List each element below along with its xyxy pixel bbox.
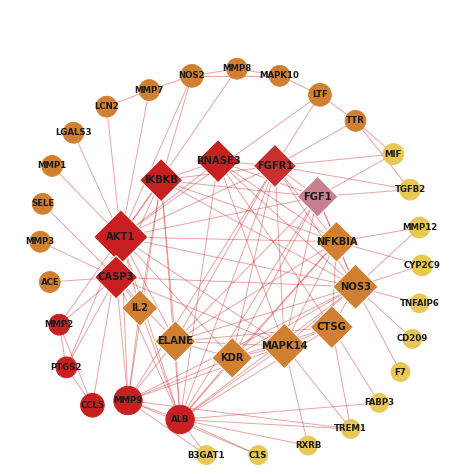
Text: CTSG: CTSG <box>317 322 347 332</box>
Polygon shape <box>253 144 297 188</box>
Text: NFKBIA: NFKBIA <box>316 237 357 247</box>
Text: FGF1: FGF1 <box>303 191 332 202</box>
Circle shape <box>309 83 331 106</box>
Text: MMP1: MMP1 <box>37 162 67 170</box>
Circle shape <box>383 144 404 164</box>
Circle shape <box>49 314 70 335</box>
Text: CASP3: CASP3 <box>98 272 135 283</box>
Text: PTGS2: PTGS2 <box>51 363 82 372</box>
Text: MMP12: MMP12 <box>402 223 437 232</box>
Circle shape <box>391 363 410 382</box>
Text: MMP9: MMP9 <box>113 396 143 405</box>
Polygon shape <box>93 210 148 264</box>
Text: IL2: IL2 <box>131 303 148 313</box>
Circle shape <box>114 386 142 415</box>
Text: FABP3: FABP3 <box>364 399 394 407</box>
Circle shape <box>96 96 117 117</box>
Text: IKBKB: IKBKB <box>144 175 178 185</box>
Polygon shape <box>139 158 183 202</box>
Text: SELE: SELE <box>31 200 54 208</box>
Polygon shape <box>94 255 138 299</box>
Text: ALB: ALB <box>171 415 190 424</box>
Text: KDR: KDR <box>220 353 244 363</box>
Polygon shape <box>122 290 158 326</box>
Polygon shape <box>316 221 357 262</box>
Text: CCL5: CCL5 <box>81 401 104 410</box>
Circle shape <box>139 80 160 100</box>
Polygon shape <box>196 139 240 183</box>
Circle shape <box>227 58 247 79</box>
Text: MMP3: MMP3 <box>26 237 55 246</box>
Circle shape <box>341 419 360 438</box>
Text: RNASE3: RNASE3 <box>196 156 240 166</box>
Circle shape <box>197 446 216 465</box>
Polygon shape <box>212 337 253 378</box>
Text: ACE: ACE <box>40 278 59 286</box>
Text: MIF: MIF <box>385 150 402 158</box>
Polygon shape <box>333 264 378 310</box>
Text: CD209: CD209 <box>397 335 428 343</box>
Circle shape <box>345 110 366 131</box>
Text: LTF: LTF <box>312 91 328 99</box>
Circle shape <box>400 179 420 200</box>
Circle shape <box>30 231 51 252</box>
Circle shape <box>370 393 389 412</box>
Text: TTR: TTR <box>346 117 365 125</box>
Text: NOS2: NOS2 <box>179 72 205 80</box>
Text: MMP8: MMP8 <box>222 64 252 73</box>
Text: AKT1: AKT1 <box>106 232 136 242</box>
Text: F7: F7 <box>394 368 407 376</box>
Text: LGALS3: LGALS3 <box>55 128 92 137</box>
Text: C1S: C1S <box>249 451 268 459</box>
Circle shape <box>411 255 432 276</box>
Polygon shape <box>262 323 307 369</box>
Text: ELANE: ELANE <box>157 336 193 346</box>
Text: MAPK10: MAPK10 <box>260 72 300 80</box>
Circle shape <box>181 64 203 87</box>
Circle shape <box>166 405 194 434</box>
Circle shape <box>269 65 290 86</box>
Text: NOS3: NOS3 <box>340 282 371 292</box>
Text: TNFAIP6: TNFAIP6 <box>400 299 439 308</box>
Circle shape <box>42 155 63 176</box>
Text: LCN2: LCN2 <box>94 102 119 111</box>
Circle shape <box>249 446 268 465</box>
Polygon shape <box>155 321 196 362</box>
Text: MMP2: MMP2 <box>45 320 74 329</box>
Polygon shape <box>297 176 338 217</box>
Polygon shape <box>310 305 354 349</box>
Circle shape <box>403 329 422 348</box>
Circle shape <box>410 294 429 313</box>
Circle shape <box>56 357 77 378</box>
Circle shape <box>81 393 104 417</box>
Text: B3GAT1: B3GAT1 <box>187 451 225 459</box>
Circle shape <box>39 272 60 292</box>
Circle shape <box>299 436 318 455</box>
Text: TGFB2: TGFB2 <box>394 185 426 194</box>
Text: MAPK14: MAPK14 <box>261 341 308 351</box>
Text: CYP2C9: CYP2C9 <box>403 261 440 270</box>
Circle shape <box>32 193 53 214</box>
Text: RXRB: RXRB <box>295 441 321 450</box>
Text: MMP7: MMP7 <box>135 86 164 94</box>
Circle shape <box>409 217 430 238</box>
Circle shape <box>63 122 84 143</box>
Text: TREM1: TREM1 <box>334 425 367 433</box>
Text: FGFR1: FGFR1 <box>256 161 293 171</box>
